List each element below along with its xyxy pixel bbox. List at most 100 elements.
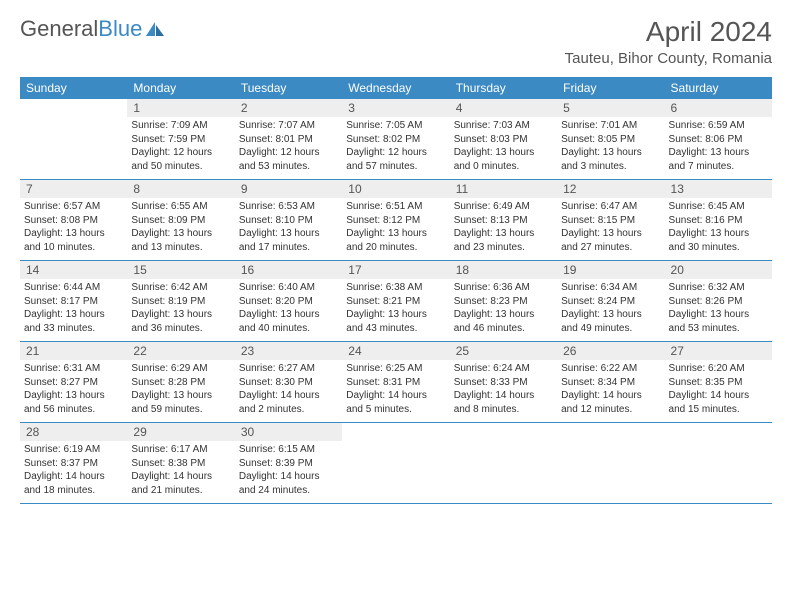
day-line: Daylight: 14 hours: [131, 470, 230, 484]
day-line: Sunset: 8:24 PM: [561, 295, 660, 309]
day-line: Daylight: 12 hours: [239, 146, 338, 160]
day-number: 7: [20, 180, 127, 198]
day-content: Sunrise: 6:36 AMSunset: 8:23 PMDaylight:…: [450, 279, 557, 341]
day-line: Sunrise: 6:36 AM: [454, 281, 553, 295]
day-line: and 23 minutes.: [454, 241, 553, 255]
day-content: [557, 441, 664, 499]
day-line: Sunset: 8:38 PM: [131, 457, 230, 471]
day-line: Sunrise: 6:24 AM: [454, 362, 553, 376]
day-line: and 18 minutes.: [24, 484, 123, 498]
day-number: 30: [235, 423, 342, 441]
day-number: 20: [665, 261, 772, 279]
day-line: Sunset: 8:12 PM: [346, 214, 445, 228]
day-line: Sunrise: 7:03 AM: [454, 119, 553, 133]
day-content: Sunrise: 7:03 AMSunset: 8:03 PMDaylight:…: [450, 117, 557, 179]
day-line: Sunset: 8:20 PM: [239, 295, 338, 309]
day-line: Daylight: 14 hours: [239, 470, 338, 484]
day-header-row: SundayMondayTuesdayWednesdayThursdayFrid…: [20, 77, 772, 99]
day-line: Daylight: 13 hours: [131, 389, 230, 403]
logo-sail-icon: [144, 20, 166, 38]
day-line: Sunrise: 6:44 AM: [24, 281, 123, 295]
day-line: Sunrise: 6:59 AM: [669, 119, 768, 133]
day-line: Daylight: 13 hours: [561, 227, 660, 241]
day-cell: 20Sunrise: 6:32 AMSunset: 8:26 PMDayligh…: [665, 261, 772, 342]
day-line: Sunset: 8:05 PM: [561, 133, 660, 147]
day-line: Sunrise: 6:19 AM: [24, 443, 123, 457]
day-line: Sunrise: 6:53 AM: [239, 200, 338, 214]
day-line: Sunset: 8:30 PM: [239, 376, 338, 390]
day-line: Daylight: 13 hours: [669, 227, 768, 241]
day-line: Daylight: 13 hours: [131, 308, 230, 322]
day-content: [20, 117, 127, 175]
day-number: 14: [20, 261, 127, 279]
day-number: 5: [557, 99, 664, 117]
empty-day-cell: [557, 423, 664, 504]
day-line: Sunset: 8:16 PM: [669, 214, 768, 228]
day-line: and 24 minutes.: [239, 484, 338, 498]
title-block: April 2024 Tauteu, Bihor County, Romania: [565, 16, 772, 67]
day-content: Sunrise: 6:40 AMSunset: 8:20 PMDaylight:…: [235, 279, 342, 341]
day-number: 11: [450, 180, 557, 198]
day-line: Sunrise: 6:27 AM: [239, 362, 338, 376]
day-line: Daylight: 14 hours: [454, 389, 553, 403]
day-number: 15: [127, 261, 234, 279]
day-content: Sunrise: 6:34 AMSunset: 8:24 PMDaylight:…: [557, 279, 664, 341]
day-line: Sunrise: 6:55 AM: [131, 200, 230, 214]
day-number: 6: [665, 99, 772, 117]
day-line: Sunrise: 7:09 AM: [131, 119, 230, 133]
day-content: Sunrise: 6:27 AMSunset: 8:30 PMDaylight:…: [235, 360, 342, 422]
day-cell: 4Sunrise: 7:03 AMSunset: 8:03 PMDaylight…: [450, 99, 557, 180]
day-cell: 17Sunrise: 6:38 AMSunset: 8:21 PMDayligh…: [342, 261, 449, 342]
day-line: and 2 minutes.: [239, 403, 338, 417]
logo-text: GeneralBlue: [20, 16, 142, 42]
day-line: Daylight: 13 hours: [24, 389, 123, 403]
day-content: [665, 441, 772, 499]
week-row: 28Sunrise: 6:19 AMSunset: 8:37 PMDayligh…: [20, 423, 772, 504]
day-line: Sunrise: 6:57 AM: [24, 200, 123, 214]
day-line: Sunrise: 6:47 AM: [561, 200, 660, 214]
day-content: Sunrise: 6:31 AMSunset: 8:27 PMDaylight:…: [20, 360, 127, 422]
day-line: Sunset: 8:28 PM: [131, 376, 230, 390]
day-cell: 24Sunrise: 6:25 AMSunset: 8:31 PMDayligh…: [342, 342, 449, 423]
day-number: [20, 99, 127, 117]
day-cell: 5Sunrise: 7:01 AMSunset: 8:05 PMDaylight…: [557, 99, 664, 180]
day-cell: 28Sunrise: 6:19 AMSunset: 8:37 PMDayligh…: [20, 423, 127, 504]
day-line: and 17 minutes.: [239, 241, 338, 255]
day-content: Sunrise: 6:59 AMSunset: 8:06 PMDaylight:…: [665, 117, 772, 179]
day-cell: 15Sunrise: 6:42 AMSunset: 8:19 PMDayligh…: [127, 261, 234, 342]
day-line: and 59 minutes.: [131, 403, 230, 417]
day-line: and 7 minutes.: [669, 160, 768, 174]
week-row: 14Sunrise: 6:44 AMSunset: 8:17 PMDayligh…: [20, 261, 772, 342]
day-number: 10: [342, 180, 449, 198]
day-line: Sunrise: 6:51 AM: [346, 200, 445, 214]
day-content: Sunrise: 6:38 AMSunset: 8:21 PMDaylight:…: [342, 279, 449, 341]
week-row: 1Sunrise: 7:09 AMSunset: 7:59 PMDaylight…: [20, 99, 772, 180]
day-cell: 11Sunrise: 6:49 AMSunset: 8:13 PMDayligh…: [450, 180, 557, 261]
day-content: Sunrise: 6:19 AMSunset: 8:37 PMDaylight:…: [20, 441, 127, 503]
day-cell: 19Sunrise: 6:34 AMSunset: 8:24 PMDayligh…: [557, 261, 664, 342]
day-cell: 1Sunrise: 7:09 AMSunset: 7:59 PMDaylight…: [127, 99, 234, 180]
day-content: Sunrise: 7:07 AMSunset: 8:01 PMDaylight:…: [235, 117, 342, 179]
day-line: Sunset: 8:17 PM: [24, 295, 123, 309]
day-line: and 10 minutes.: [24, 241, 123, 255]
day-line: and 0 minutes.: [454, 160, 553, 174]
day-content: Sunrise: 7:09 AMSunset: 7:59 PMDaylight:…: [127, 117, 234, 179]
day-content: Sunrise: 6:51 AMSunset: 8:12 PMDaylight:…: [342, 198, 449, 260]
day-line: Sunrise: 6:25 AM: [346, 362, 445, 376]
day-cell: 18Sunrise: 6:36 AMSunset: 8:23 PMDayligh…: [450, 261, 557, 342]
day-line: and 46 minutes.: [454, 322, 553, 336]
day-line: Sunrise: 6:49 AM: [454, 200, 553, 214]
day-line: Daylight: 13 hours: [346, 227, 445, 241]
day-line: Daylight: 13 hours: [24, 308, 123, 322]
day-content: Sunrise: 6:45 AMSunset: 8:16 PMDaylight:…: [665, 198, 772, 260]
day-line: and 21 minutes.: [131, 484, 230, 498]
day-cell: 8Sunrise: 6:55 AMSunset: 8:09 PMDaylight…: [127, 180, 234, 261]
day-cell: 9Sunrise: 6:53 AMSunset: 8:10 PMDaylight…: [235, 180, 342, 261]
day-line: and 5 minutes.: [346, 403, 445, 417]
day-line: and 12 minutes.: [561, 403, 660, 417]
day-number: 27: [665, 342, 772, 360]
day-content: Sunrise: 6:25 AMSunset: 8:31 PMDaylight:…: [342, 360, 449, 422]
day-number: [557, 423, 664, 441]
day-line: and 40 minutes.: [239, 322, 338, 336]
week-row: 21Sunrise: 6:31 AMSunset: 8:27 PMDayligh…: [20, 342, 772, 423]
